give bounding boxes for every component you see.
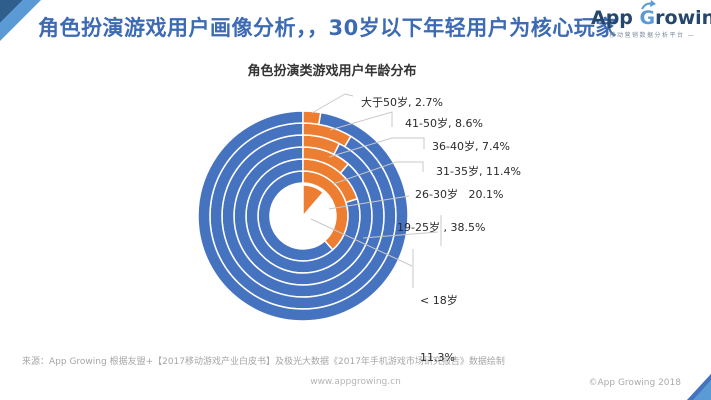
logo-text-g: G [639,7,656,29]
source-note: 来源：App Growing 根据友盟+【2017移动游戏产业白皮书】及极光大数… [22,357,505,367]
corner-triangle-icon [687,374,711,400]
logo-tagline: — 移动营销数据分析平台 — [598,32,696,39]
age-label-under-18-line2: 11.3% [420,351,455,364]
age-label-31-35: 31-35岁, 11.4% [436,165,521,178]
logo-wordmark: App Growing [591,0,711,29]
app-growing-logo: App Growing — 移动营销数据分析平台 — [591,0,711,39]
age-label-26-30: 26-30岁 20.1% [415,188,504,201]
chart-title: 角色扮演类游戏用户年龄分布 [247,64,417,79]
logo-text-app: App [591,7,640,29]
age-label-under-18-line1: < 18岁 [420,294,458,307]
page-title: 角色扮演游戏用户画像分析，，30岁以下年轻用户为核心玩家 [38,16,617,40]
website-text: www.appgrowing.cn [310,377,401,387]
logo-arrow-icon [640,0,656,10]
copyright-text: ©App Growing 2018 [588,378,681,388]
age-label-41-50: 41-50岁, 8.6% [405,117,483,130]
age-label-over-50: 大于50岁, 2.7% [361,96,443,109]
age-distribution-donut-chart [197,93,442,322]
age-label-19-25: 19-25岁 , 38.5% [397,221,486,234]
logo-text-rowing: rowing [655,7,711,29]
corner-ribbon-icon [0,0,41,41]
age-label-36-40: 36-40岁, 7.4% [432,140,510,153]
age-label-under-18: < 18岁 11.3% [420,253,458,400]
